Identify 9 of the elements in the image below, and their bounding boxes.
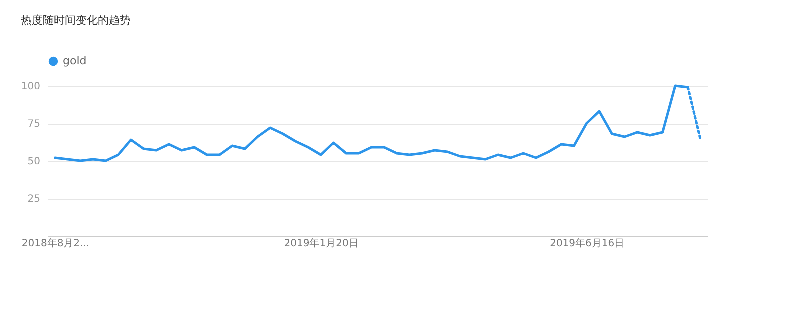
y-tick-label: 75 (28, 119, 40, 130)
legend-label: gold (63, 54, 87, 68)
x-tick-label: 2019年6月16日 (550, 238, 625, 250)
chart-title: 热度随时间变化的趋势 (20, 14, 131, 27)
y-tick-label: 50 (28, 156, 40, 168)
y-tick-label: 25 (28, 194, 40, 205)
y-tick-label: 100 (21, 82, 40, 92)
x-tick-label: 2019年1月20日 (284, 238, 359, 250)
x-tick-label: 2018年8月2... (22, 238, 90, 250)
